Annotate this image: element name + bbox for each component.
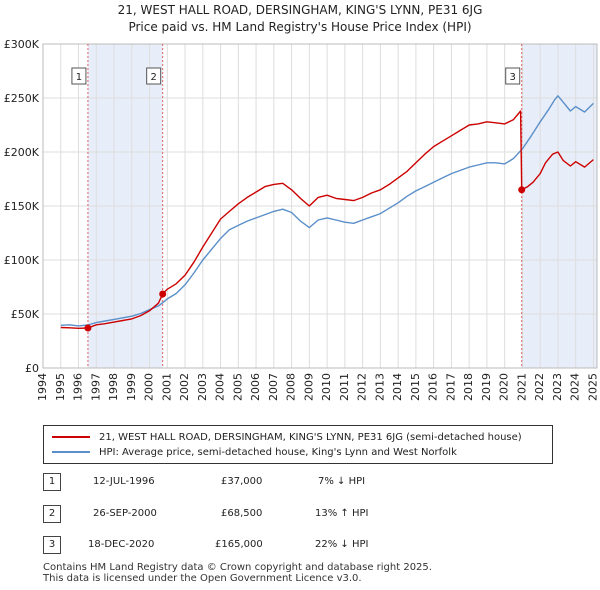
price-chart: £0 £50K £100K £150K £200K £250K £300K 1994 1995 1… bbox=[4, 38, 600, 401]
chart-title: 21, WEST HALL ROAD, DERSINGHAM, KING'S L… bbox=[117, 3, 483, 17]
legend: 21, WEST HALL ROAD, DERSINGHAM, KING'S L… bbox=[43, 425, 553, 464]
legend-swatch-hpi bbox=[52, 451, 90, 453]
sale-marker-label: 3 bbox=[510, 72, 516, 83]
x-tick-label: 1998 bbox=[107, 373, 120, 401]
sale-marker-box bbox=[71, 67, 87, 85]
x-tick-label: 1996 bbox=[72, 373, 85, 401]
x-tick-label: 2007 bbox=[267, 373, 280, 401]
x-tick-label: 1995 bbox=[54, 373, 67, 401]
legend-label-hpi: HPI: Average price, semi-detached house,… bbox=[99, 446, 457, 458]
sale-marker-badge: 2 bbox=[43, 505, 61, 523]
x-tick-label: 1999 bbox=[125, 373, 138, 401]
x-tick-label: 2022 bbox=[533, 373, 546, 401]
x-tick-label: 2019 bbox=[480, 373, 493, 401]
x-tick-label: 2017 bbox=[444, 373, 457, 401]
x-tick-label: 2004 bbox=[214, 373, 227, 401]
sale-marker-badge: 3 bbox=[43, 536, 61, 554]
y-tick-label: £250K bbox=[4, 92, 40, 105]
x-tick-label: 2025 bbox=[586, 373, 599, 401]
legend-item-property: 21, WEST HALL ROAD, DERSINGHAM, KING'S L… bbox=[52, 430, 522, 444]
x-tick-label: 2012 bbox=[356, 373, 369, 401]
x-tick-label: 2020 bbox=[498, 373, 511, 401]
chart-subtitle: Price paid vs. HM Land Registry's House … bbox=[128, 20, 472, 34]
x-tick-label: 1994 bbox=[36, 373, 49, 401]
sale-hpi-diff: 7% ↓ HPI bbox=[318, 476, 366, 487]
y-tick-label: £50K bbox=[11, 308, 40, 321]
plot-border bbox=[42, 43, 598, 369]
sale-date: 18-DEC-2020 bbox=[88, 539, 155, 550]
legend-label-property: 21, WEST HALL ROAD, DERSINGHAM, KING'S L… bbox=[99, 431, 522, 443]
sale-date: 12-JUL-1996 bbox=[93, 476, 155, 487]
x-tick-label: 2005 bbox=[231, 373, 244, 401]
x-tick-label: 2011 bbox=[338, 373, 351, 401]
footer-license: This data is licensed under the Open Gov… bbox=[43, 573, 362, 584]
y-tick-label: £150K bbox=[4, 200, 40, 213]
y-tick-label: £0 bbox=[25, 362, 39, 375]
x-tick-label: 2018 bbox=[462, 373, 475, 401]
y-tick-label: £300K bbox=[4, 38, 40, 51]
sale-marker-box bbox=[505, 67, 521, 85]
footer-copyright: Contains HM Land Registry data © Crown c… bbox=[43, 562, 432, 573]
x-tick-label: 2000 bbox=[143, 373, 156, 401]
x-tick-label: 2013 bbox=[373, 373, 386, 401]
x-tick-label: 2008 bbox=[285, 373, 298, 401]
sale-marker-badge: 1 bbox=[43, 473, 61, 491]
x-tick-label: 2001 bbox=[160, 373, 173, 401]
sale-hpi-diff: 13% ↑ HPI bbox=[315, 508, 369, 519]
x-tick-label: 2003 bbox=[196, 373, 209, 401]
sale-price: £37,000 bbox=[221, 476, 263, 487]
sale-date: 26-SEP-2000 bbox=[93, 508, 157, 519]
sale-marker-box bbox=[146, 67, 162, 85]
sale-point bbox=[518, 186, 526, 194]
sale-price: £68,500 bbox=[221, 508, 263, 519]
legend-swatch-property bbox=[52, 436, 90, 438]
sale-marker-label: 2 bbox=[150, 72, 156, 83]
x-tick-label: 2024 bbox=[569, 373, 582, 401]
x-tick-label: 2006 bbox=[249, 373, 262, 401]
x-tick-label: 2021 bbox=[515, 373, 528, 401]
x-tick-label: 2014 bbox=[391, 373, 404, 401]
x-tick-label: 2002 bbox=[178, 373, 191, 401]
y-tick-label: £100K bbox=[4, 254, 40, 267]
legend-item-hpi: HPI: Average price, semi-detached house,… bbox=[52, 445, 457, 459]
x-tick-label: 2015 bbox=[409, 373, 422, 401]
x-tick-label: 2016 bbox=[427, 373, 440, 401]
x-tick-label: 2009 bbox=[302, 373, 315, 401]
sale-marker-label: 1 bbox=[76, 72, 82, 83]
x-tick-label: 2010 bbox=[320, 373, 333, 401]
x-tick-label: 1997 bbox=[89, 373, 102, 401]
sale-price: £165,000 bbox=[215, 539, 263, 550]
sale-hpi-diff: 22% ↓ HPI bbox=[315, 539, 369, 550]
sale-point bbox=[84, 324, 92, 332]
y-tick-label: £200K bbox=[4, 146, 40, 159]
sale-point bbox=[159, 290, 167, 298]
x-tick-label: 2023 bbox=[551, 373, 564, 401]
